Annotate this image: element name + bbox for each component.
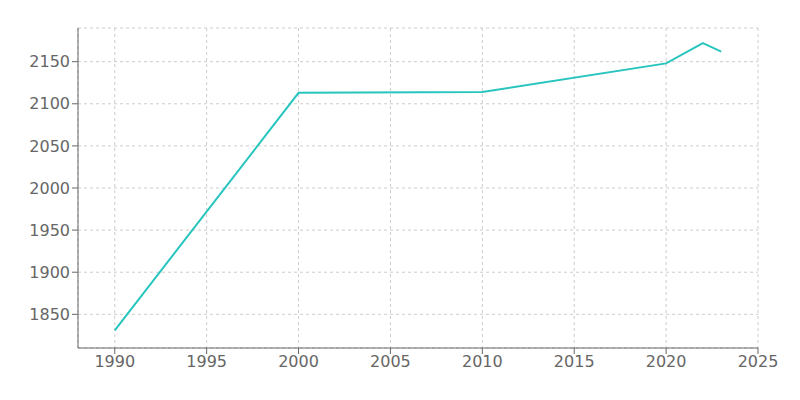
svg-text:1900: 1900: [29, 263, 70, 282]
svg-text:2000: 2000: [29, 179, 70, 198]
svg-text:1950: 1950: [29, 221, 70, 240]
svg-text:2100: 2100: [29, 94, 70, 113]
svg-text:2025: 2025: [738, 352, 779, 371]
svg-text:2000: 2000: [278, 352, 319, 371]
svg-text:2020: 2020: [646, 352, 687, 371]
svg-text:1995: 1995: [186, 352, 227, 371]
svg-text:2010: 2010: [462, 352, 503, 371]
svg-text:1850: 1850: [29, 305, 70, 324]
svg-text:1990: 1990: [94, 352, 135, 371]
svg-text:2150: 2150: [29, 52, 70, 71]
svg-text:2005: 2005: [370, 352, 411, 371]
svg-text:2015: 2015: [554, 352, 595, 371]
svg-text:2050: 2050: [29, 137, 70, 156]
